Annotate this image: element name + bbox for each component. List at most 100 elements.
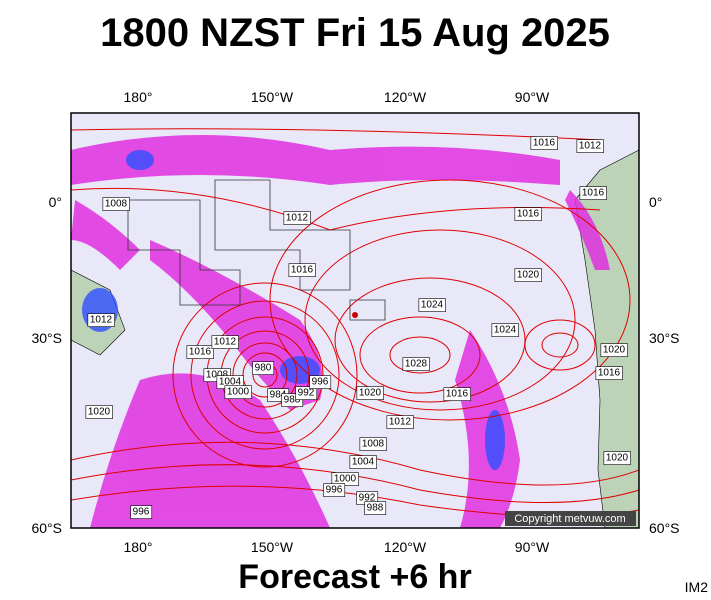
- isobar-label-text: 1016: [517, 209, 540, 220]
- isobar-label-text: 1016: [189, 347, 212, 358]
- isobar-label-box: [211, 335, 239, 349]
- map-area: [71, 113, 639, 528]
- bottom-axis-label: 120°W: [384, 539, 427, 555]
- isobar-label: 1016: [288, 263, 316, 277]
- isobar-label: 1000: [224, 385, 252, 399]
- top-axis-label: 90°W: [515, 89, 550, 105]
- isobar-label-box: [443, 387, 471, 401]
- isobar-label-text: 1016: [533, 138, 556, 149]
- isobar-label-text: 1012: [579, 141, 602, 152]
- isobar-label-box: [323, 483, 346, 497]
- isobar-label: 996: [323, 483, 346, 497]
- isobar-label-box: [309, 375, 332, 389]
- isobar-label: 1012: [386, 415, 414, 429]
- isobar-label-box: [186, 345, 214, 359]
- isobar-label-text: 1016: [446, 389, 469, 400]
- isobar-label-text: 1012: [286, 213, 309, 224]
- bottom-axis-label: 150°W: [251, 539, 294, 555]
- copyright-box: [505, 511, 636, 526]
- right-axis-label: 30°S: [649, 330, 680, 346]
- isobar-label-box: [130, 505, 153, 519]
- isobar-label-text: 996: [312, 377, 329, 388]
- isobar-label-box: [331, 472, 359, 486]
- isobar-label-box: [349, 455, 377, 469]
- isobar-label: 1012: [211, 335, 239, 349]
- isobar-label: 1016: [530, 136, 558, 150]
- isobar-label-text: 1012: [214, 337, 237, 348]
- isobar-label-text: 1020: [88, 407, 111, 418]
- isobar-label-box: [252, 361, 275, 375]
- isobar-label-text: 996: [326, 485, 343, 496]
- isobar-label: 996: [309, 375, 332, 389]
- forecast-label: Forecast +6 hr: [238, 558, 471, 596]
- right-axis-label: 0°: [649, 194, 662, 210]
- copyright: Copyright metvuw.com: [514, 513, 625, 525]
- isobar-label-text: 1024: [421, 300, 444, 311]
- isobar-label-text: 984: [270, 390, 287, 401]
- bottom-axis-label: 90°W: [515, 539, 550, 555]
- isobar-label-text: 1028: [405, 359, 428, 370]
- isobar-label-box: [283, 211, 311, 225]
- isobar-label: 1012: [576, 139, 604, 153]
- isobar-label: 988: [364, 501, 387, 515]
- isobar-label: 1004: [349, 455, 377, 469]
- isobar-label-text: 1016: [291, 265, 314, 276]
- right-axis-label: 60°S: [649, 520, 680, 536]
- isobar-label: 996: [130, 505, 153, 519]
- isobar-label-text: 1020: [603, 345, 626, 356]
- isobar-label-box: [418, 298, 446, 312]
- isobar-label: 1020: [514, 268, 542, 282]
- map-frame: [70, 112, 640, 529]
- isobar-label: 1008: [359, 437, 387, 451]
- top-axis-label: 150°W: [251, 89, 294, 105]
- isobar-label-box: [102, 197, 130, 211]
- isobar-label-text: 1012: [90, 315, 113, 326]
- isobar-label: 1024: [418, 298, 446, 312]
- isobar-label: 1020: [85, 405, 113, 419]
- isobar-label-text: 980: [255, 363, 272, 374]
- bottom-axis-label: 180°: [124, 539, 153, 555]
- top-axis-label: 180°: [124, 89, 153, 105]
- isobar-label-box: [576, 139, 604, 153]
- isobar-label-box: [224, 385, 252, 399]
- isobar-label-text: 1004: [352, 457, 375, 468]
- left-axis-label: 0°: [49, 194, 62, 210]
- isobar-label-text: 988: [367, 503, 384, 514]
- isobar-label-box: [603, 451, 631, 465]
- isobar-label-box: [491, 323, 519, 337]
- isobar-label: 1016: [186, 345, 214, 359]
- isobar-label-text: 1008: [105, 199, 128, 210]
- isobar-label-text: 1008: [206, 370, 229, 381]
- isobar-label: 1000: [331, 472, 359, 486]
- isobar-label: 1020: [356, 386, 384, 400]
- isobar-label-box: [514, 207, 542, 221]
- isobar-label-box: [364, 501, 387, 515]
- top-axis-label: 120°W: [384, 89, 427, 105]
- isobar-label-text: 1016: [582, 188, 605, 199]
- isobar-label-box: [514, 268, 542, 282]
- isobar-label-text: 1000: [227, 387, 250, 398]
- isobar-label-text: 1020: [606, 453, 629, 464]
- isobar-label: 1016: [443, 387, 471, 401]
- isobar-label-text: 988: [284, 395, 301, 406]
- isobar-label-box: [87, 313, 115, 327]
- isobar-label-box: [595, 366, 623, 380]
- isobar-label-box: [85, 405, 113, 419]
- isobar-label: 1012: [283, 211, 311, 225]
- isobar-label-text: 1024: [494, 325, 517, 336]
- isobar-label: 1016: [514, 207, 542, 221]
- isobar-label: 1020: [600, 343, 628, 357]
- image-code: IM2: [685, 579, 709, 595]
- isobar-label-box: [356, 386, 384, 400]
- isobar-label-text: 992: [359, 493, 376, 504]
- isobar-label-text: 1016: [598, 368, 621, 379]
- isobar-label: 1024: [491, 323, 519, 337]
- isobar-label-box: [579, 186, 607, 200]
- isobar-label-box: [402, 357, 430, 371]
- isobar-label: 1020: [603, 451, 631, 465]
- isobar-label-text: 1004: [219, 377, 242, 388]
- isobar-label-text: 1012: [389, 417, 412, 428]
- isobar-label: 1016: [595, 366, 623, 380]
- isobar-label-box: [359, 437, 387, 451]
